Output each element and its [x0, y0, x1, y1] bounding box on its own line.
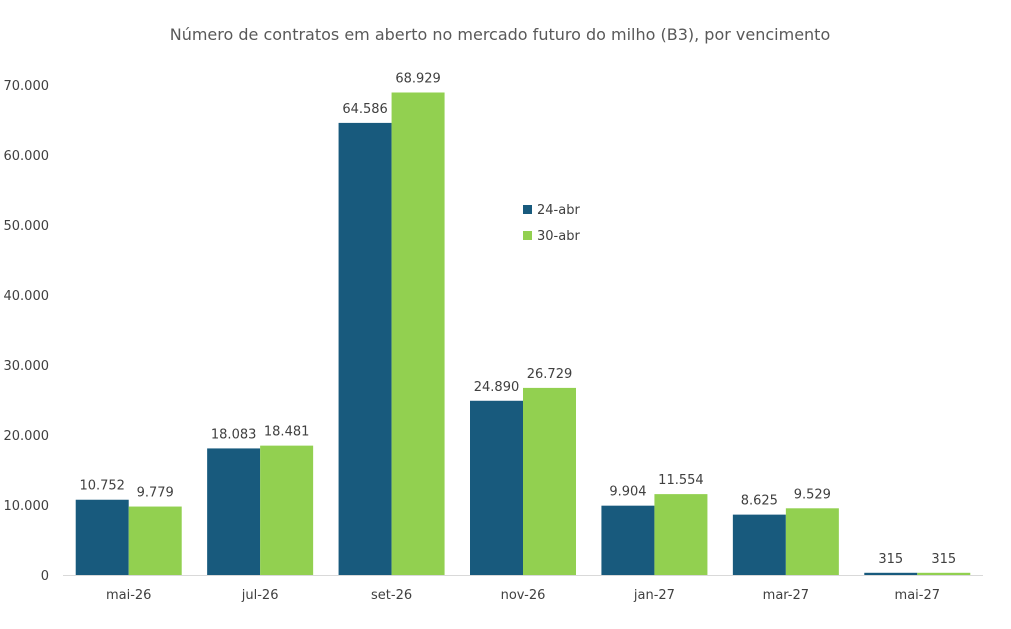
y-tick-label: 40.000: [4, 289, 50, 304]
bar-30-abr-mai-27: [917, 572, 971, 575]
y-tick-label: 70.000: [4, 79, 50, 94]
y-tick-label: 10.000: [4, 499, 50, 514]
data-label: 8.625: [741, 494, 778, 509]
data-label: 24.890: [474, 380, 520, 395]
data-label: 9.779: [137, 486, 174, 501]
y-tick-label: 0: [41, 569, 49, 584]
data-label: 18.083: [211, 427, 257, 442]
x-tick-label: mai-26: [106, 588, 151, 603]
bar-24-abr-mar-27: [732, 514, 786, 575]
bar-24-abr-set-26: [338, 122, 392, 575]
x-tick-label: mai-27: [895, 588, 940, 603]
bar-24-abr-mai-26: [75, 499, 129, 575]
legend-swatch: [523, 231, 532, 240]
data-label: 10.752: [79, 479, 125, 494]
legend-swatch: [523, 205, 532, 214]
bar-30-abr-jul-26: [260, 445, 314, 575]
x-tick-label: nov-26: [501, 588, 546, 603]
y-axis: 0 10.000 20.000 30.000 40.000 50.000 60.000 70.…: [4, 79, 50, 584]
x-axis: mai-26 jul-26 set-26 nov-26 jan-27 mar-27 mai-…: [63, 575, 983, 603]
x-tick-label: jul-26: [241, 588, 279, 603]
x-tick-label: mar-27: [763, 588, 809, 603]
bar-24-abr-mai-27: [864, 572, 918, 575]
legend: 24-abr 30-abr: [523, 203, 580, 244]
bar-30-abr-jan-27: [654, 494, 708, 575]
bar-30-abr-mar-27: [785, 508, 839, 575]
bar-30-abr-set-26: [391, 92, 445, 575]
data-label: 18.481: [264, 425, 310, 440]
data-label: 68.929: [395, 71, 441, 86]
bar-30-abr-nov-26: [523, 387, 576, 575]
x-tick-label: set-26: [371, 588, 412, 603]
legend-label: 24-abr: [537, 203, 580, 218]
data-label: 9.529: [794, 487, 831, 502]
data-label: 11.554: [658, 473, 704, 488]
bar-30-abr-mai-26: [128, 506, 182, 575]
data-labels-group: 10.752 9.779 18.083 18.481 64.586 68.929 24.89…: [79, 71, 956, 566]
y-tick-label: 30.000: [4, 359, 50, 374]
data-label: 315: [878, 552, 903, 567]
data-label: 64.586: [342, 102, 388, 117]
data-label: 315: [931, 552, 956, 567]
bar-24-abr-jan-27: [601, 505, 655, 575]
y-tick-label: 60.000: [4, 149, 50, 164]
y-tick-label: 20.000: [4, 429, 50, 444]
legend-label: 30-abr: [537, 229, 580, 244]
chart-title: Número de contratos em aberto no mercado…: [170, 25, 831, 44]
x-tick-label: jan-27: [633, 588, 675, 603]
data-label: 26.729: [527, 367, 573, 382]
bar-24-abr-nov-26: [470, 400, 523, 575]
data-label: 9.904: [609, 485, 646, 500]
y-tick-label: 50.000: [4, 219, 50, 234]
bar-24-abr-jul-26: [207, 448, 261, 575]
bars-group: [75, 92, 971, 575]
